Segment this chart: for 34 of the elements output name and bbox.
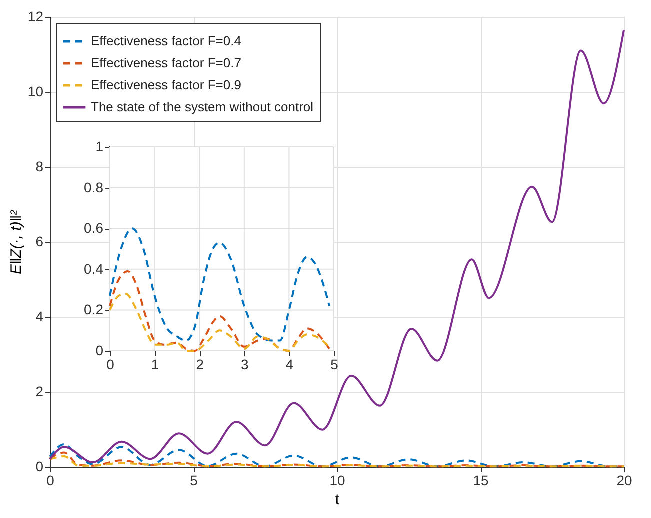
x-tick-label: 0	[46, 472, 55, 488]
x-axis-title: t	[335, 492, 340, 508]
x-tick-label: 4	[286, 356, 294, 372]
line-series	[109, 270, 331, 352]
y-tick-label: 8	[36, 158, 44, 174]
y-tick-label: 0.6	[84, 220, 104, 236]
y-tick-label: 4	[36, 308, 44, 324]
legend-label: Effectiveness factor F=0.9	[91, 78, 242, 92]
y-tick-label: 1	[96, 138, 104, 154]
legend-label: Effectiveness factor F=0.4	[91, 34, 242, 48]
y-axis-title: E‖Z(·, t)‖²	[8, 209, 25, 275]
y-tick-label: 12	[28, 8, 44, 24]
y-tick-label: 0	[96, 342, 104, 358]
legend-label: The state of the system without control	[91, 100, 314, 114]
line-series	[49, 29, 625, 464]
x-tick-label: 1	[151, 356, 160, 372]
x-tick-label: 0	[106, 356, 115, 372]
x-tick-label: 3	[241, 356, 249, 372]
x-tick-label: 2	[196, 356, 204, 372]
x-tick-label: 5	[330, 356, 339, 372]
y-tick-label: 0.8	[84, 179, 104, 196]
y-tick-label: 0.2	[84, 302, 104, 318]
x-tick-label: 15	[473, 472, 489, 488]
y-tick-label: 2	[36, 384, 44, 400]
y-tick-label: 10	[28, 84, 44, 100]
x-tick-label: 20	[616, 472, 632, 488]
y-tick-label: 0.4	[84, 260, 104, 277]
line-series	[109, 292, 331, 352]
legend-label: Effectiveness factor F=0.7	[91, 56, 242, 70]
y-tick-label: 6	[36, 234, 44, 250]
x-tick-label: 5	[190, 472, 198, 488]
x-tick-label: 10	[330, 472, 346, 488]
line-series	[109, 228, 331, 342]
y-tick-label: 0	[36, 458, 44, 474]
